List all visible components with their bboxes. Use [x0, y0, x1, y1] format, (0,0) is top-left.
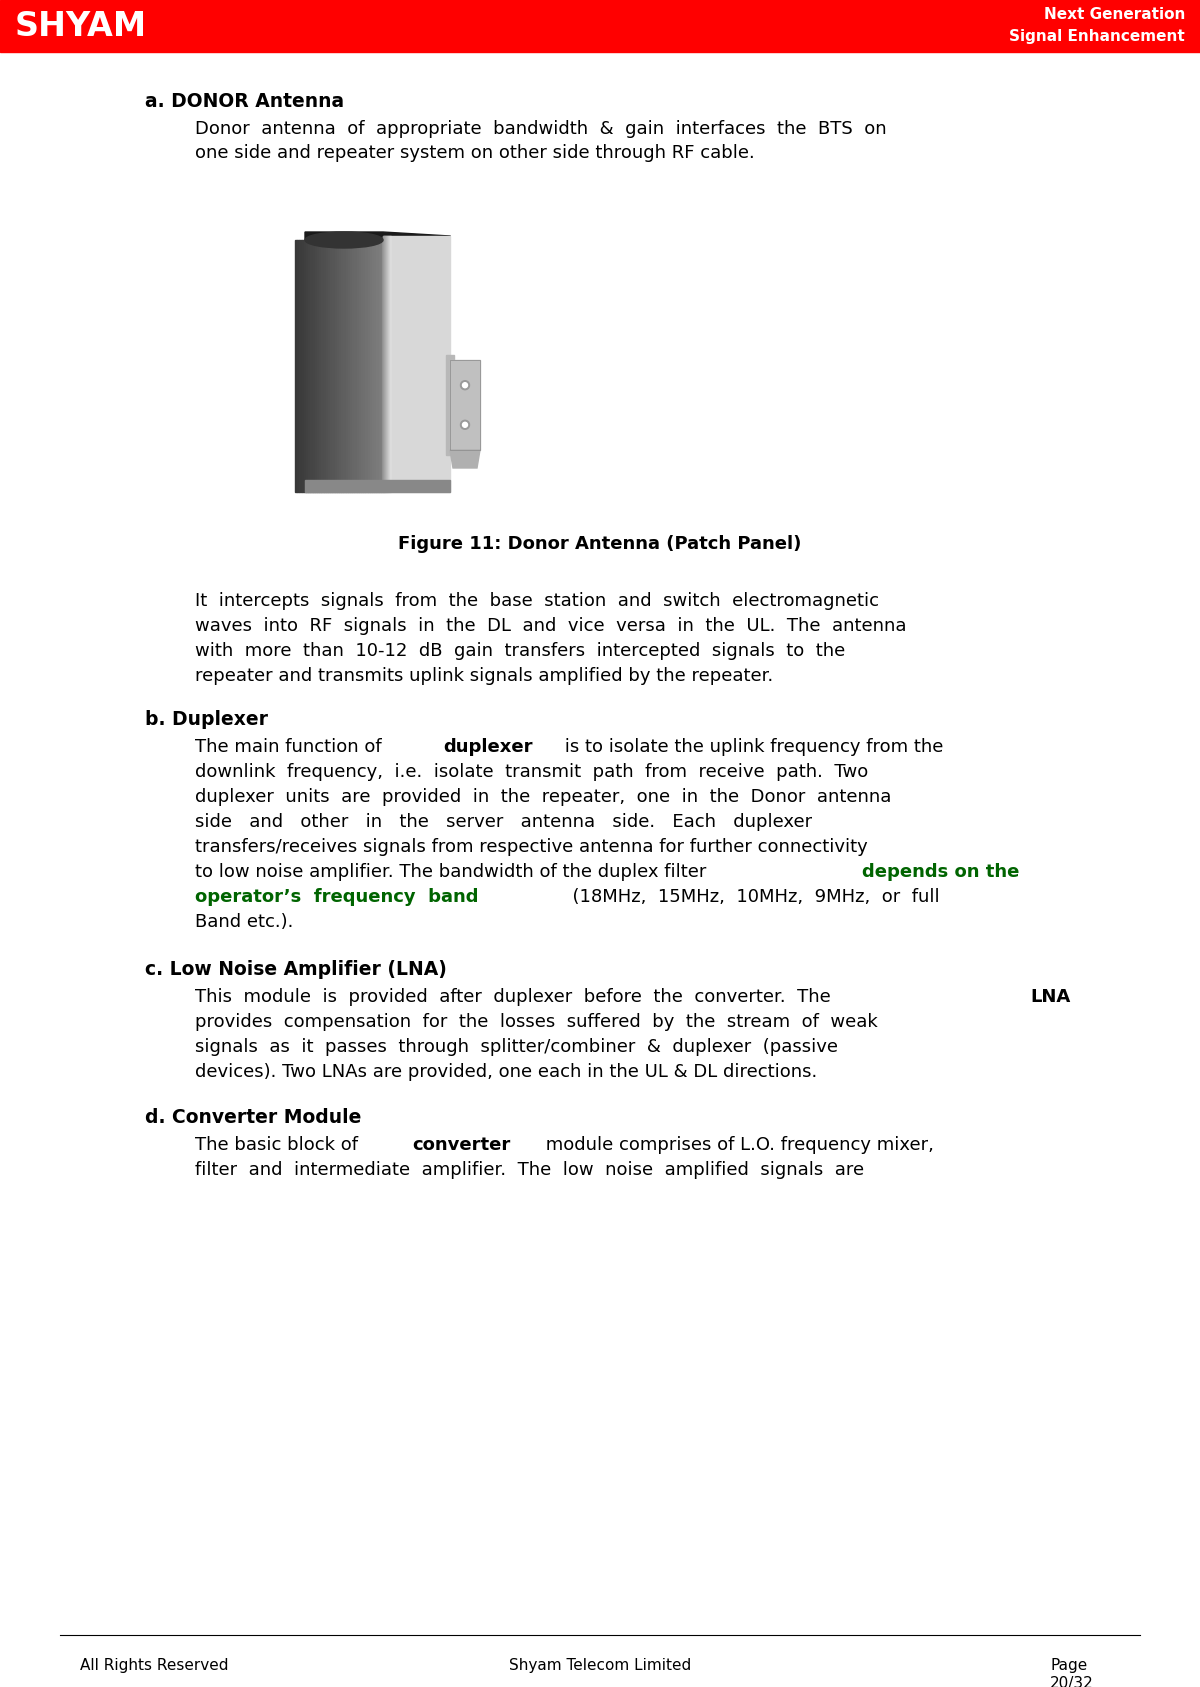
Bar — [311, 240, 312, 493]
Bar — [326, 240, 328, 493]
Text: duplexer: duplexer — [443, 737, 533, 756]
Bar — [348, 240, 350, 493]
Bar — [379, 240, 380, 493]
Bar — [332, 240, 335, 493]
Text: d. Converter Module: d. Converter Module — [145, 1108, 361, 1127]
Text: b. Duplexer: b. Duplexer — [145, 710, 268, 729]
Circle shape — [462, 422, 468, 427]
Text: LNA: LNA — [1030, 989, 1070, 1005]
Circle shape — [461, 420, 469, 428]
Bar — [300, 240, 301, 493]
Bar — [374, 240, 377, 493]
Text: a. DONOR Antenna: a. DONOR Antenna — [145, 93, 344, 111]
Bar — [335, 240, 337, 493]
Text: is to isolate the uplink frequency from the: is to isolate the uplink frequency from … — [559, 737, 943, 756]
Bar — [305, 481, 450, 493]
Bar — [353, 240, 354, 493]
Text: c. Low Noise Amplifier (LNA): c. Low Noise Amplifier (LNA) — [145, 960, 446, 978]
Text: Figure 11: Donor Antenna (Patch Panel): Figure 11: Donor Antenna (Patch Panel) — [398, 535, 802, 553]
Text: module comprises of L.O. frequency mixer,: module comprises of L.O. frequency mixer… — [540, 1135, 934, 1154]
Bar — [356, 240, 359, 493]
Text: The basic block of: The basic block of — [194, 1135, 364, 1154]
Bar — [365, 240, 367, 493]
Polygon shape — [450, 450, 480, 467]
Text: filter  and  intermediate  amplifier.  The  low  noise  amplified  signals  are: filter and intermediate amplifier. The l… — [194, 1161, 864, 1179]
Circle shape — [462, 383, 468, 388]
Text: transfers/receives signals from respective antenna for further connectivity: transfers/receives signals from respecti… — [194, 838, 868, 855]
Text: 20/32: 20/32 — [1050, 1675, 1093, 1687]
Text: repeater and transmits uplink signals amplified by the repeater.: repeater and transmits uplink signals am… — [194, 666, 773, 685]
Text: (18MHz,  15MHz,  10MHz,  9MHz,  or  full: (18MHz, 15MHz, 10MHz, 9MHz, or full — [560, 887, 940, 906]
Bar — [319, 240, 322, 493]
Text: with  more  than  10-12  dB  gain  transfers  intercepted  signals  to  the: with more than 10-12 dB gain transfers i… — [194, 643, 845, 660]
Bar — [298, 240, 300, 493]
Text: depends on the: depends on the — [863, 864, 1020, 881]
Text: It  intercepts  signals  from  the  base  station  and  switch  electromagnetic: It intercepts signals from the base stat… — [194, 592, 878, 611]
Bar — [341, 240, 343, 493]
Bar — [377, 240, 379, 493]
Bar — [330, 240, 332, 493]
Bar — [450, 359, 480, 450]
Bar — [354, 240, 356, 493]
Bar — [343, 240, 346, 493]
Bar — [324, 240, 326, 493]
Text: downlink  frequency,  i.e.  isolate  transmit  path  from  receive  path.  Two: downlink frequency, i.e. isolate transmi… — [194, 763, 869, 781]
Text: All Rights Reserved: All Rights Reserved — [80, 1658, 228, 1674]
Text: one side and repeater system on other side through RF cable.: one side and repeater system on other si… — [194, 143, 755, 162]
Bar — [306, 240, 308, 493]
Text: signals  as  it  passes  through  splitter/combiner  &  duplexer  (passive: signals as it passes through splitter/co… — [194, 1038, 838, 1056]
Bar — [367, 240, 370, 493]
Bar — [295, 240, 298, 493]
Text: Shyam Telecom Limited: Shyam Telecom Limited — [509, 1658, 691, 1674]
Text: devices). Two LNAs are provided, one each in the UL & DL directions.: devices). Two LNAs are provided, one eac… — [194, 1063, 817, 1081]
Bar — [361, 240, 364, 493]
Text: Page: Page — [1050, 1658, 1087, 1674]
Text: Band etc.).: Band etc.). — [194, 913, 293, 931]
Bar — [383, 236, 450, 493]
Text: provides  compensation  for  the  losses  suffered  by  the  stream  of  weak: provides compensation for the losses suf… — [194, 1012, 877, 1031]
Bar — [350, 240, 353, 493]
Text: operator’s  frequency  band: operator’s frequency band — [194, 887, 479, 906]
Bar — [340, 240, 341, 493]
Bar — [308, 240, 311, 493]
Ellipse shape — [305, 233, 383, 248]
Text: duplexer  units  are  provided  in  the  repeater,  one  in  the  Donor  antenna: duplexer units are provided in the repea… — [194, 788, 892, 806]
Bar — [301, 240, 304, 493]
Bar — [314, 240, 317, 493]
Text: side   and   other   in   the   server   antenna   side.   Each   duplexer: side and other in the server antenna sid… — [194, 813, 812, 832]
Text: The main function of: The main function of — [194, 737, 388, 756]
Bar — [328, 240, 330, 493]
Bar — [372, 240, 374, 493]
Circle shape — [461, 381, 469, 390]
Bar — [312, 240, 314, 493]
Text: SHYAM: SHYAM — [14, 10, 148, 42]
Text: Next Generation: Next Generation — [1044, 7, 1186, 22]
Bar — [446, 354, 454, 455]
Text: converter: converter — [413, 1135, 511, 1154]
Text: Signal Enhancement: Signal Enhancement — [1009, 29, 1186, 44]
Bar — [364, 240, 365, 493]
Text: This  module  is  provided  after  duplexer  before  the  converter.  The: This module is provided after duplexer b… — [194, 989, 842, 1005]
Bar — [359, 240, 361, 493]
Polygon shape — [305, 233, 450, 241]
Bar — [0, 0, 1200, 52]
Bar — [317, 240, 319, 493]
Text: to low noise amplifier. The bandwidth of the duplex filter: to low noise amplifier. The bandwidth of… — [194, 864, 712, 881]
Bar — [337, 240, 340, 493]
Bar — [322, 240, 324, 493]
Text: Donor  antenna  of  appropriate  bandwidth  &  gain  interfaces  the  BTS  on: Donor antenna of appropriate bandwidth &… — [194, 120, 887, 138]
Bar — [304, 240, 306, 493]
Text: waves  into  RF  signals  in  the  DL  and  vice  versa  in  the  UL.  The  ante: waves into RF signals in the DL and vice… — [194, 617, 906, 634]
Bar — [370, 240, 372, 493]
Bar — [450, 359, 480, 450]
Bar — [380, 240, 383, 493]
Bar — [346, 240, 348, 493]
